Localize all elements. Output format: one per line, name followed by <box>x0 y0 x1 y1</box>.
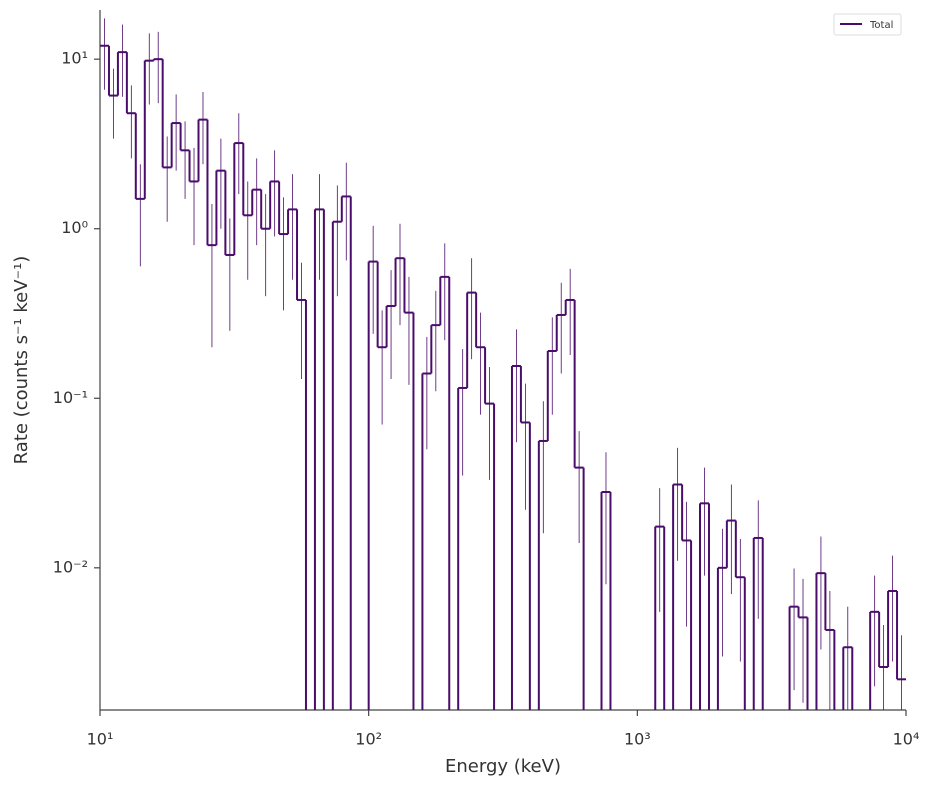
legend-label: Total <box>869 20 893 31</box>
x-axis-label: Energy (keV) <box>445 756 561 777</box>
y-tick-label: 10¹ <box>61 49 88 68</box>
y-tick-label: 10⁻² <box>53 557 88 576</box>
y-tick-label: 10⁻¹ <box>53 388 88 407</box>
x-tick-label: 10¹ <box>87 730 114 749</box>
legend <box>833 13 902 36</box>
y-axis-label: Rate (counts s⁻¹ keV⁻¹) <box>11 256 32 465</box>
y-tick-label: 10⁰ <box>61 218 88 237</box>
x-tick-label: 10³ <box>624 730 651 749</box>
x-tick-label: 10⁴ <box>893 730 920 749</box>
x-tick-label: 10² <box>355 730 382 749</box>
plot-area <box>100 18 906 710</box>
